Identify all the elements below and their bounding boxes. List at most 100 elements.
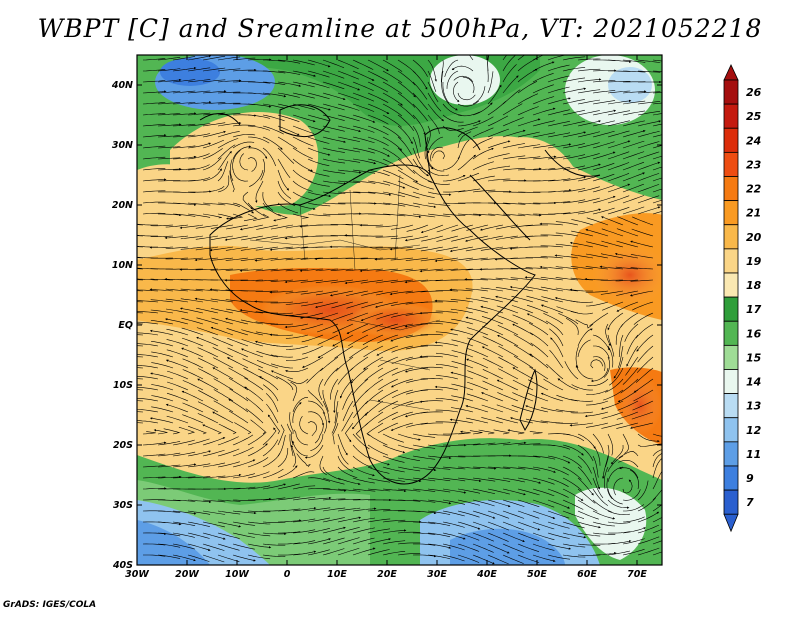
- streamline: [150, 309, 174, 314]
- streamline: [180, 288, 204, 292]
- streamline: [247, 543, 272, 549]
- streamline: [307, 400, 326, 414]
- streamline: [172, 451, 196, 457]
- streamline: [442, 156, 460, 171]
- streamline: [352, 191, 376, 194]
- streamline: [187, 133, 211, 138]
- streamline: [517, 443, 541, 446]
- streamline: [307, 81, 330, 89]
- streamline: [547, 64, 570, 72]
- streamline: [164, 235, 189, 240]
- streamline: [652, 70, 662, 72]
- streamline: [502, 554, 524, 564]
- streamline: [382, 180, 406, 189]
- streamline: [151, 384, 174, 391]
- streamline: [232, 168, 249, 182]
- streamline: [481, 392, 504, 402]
- streamline: [270, 235, 294, 240]
- streamline: [549, 349, 564, 369]
- streamline: [547, 543, 572, 550]
- streamline: [210, 235, 234, 240]
- colorbar-swatch: [723, 224, 739, 250]
- streamline: [137, 257, 144, 259]
- streamline: [472, 554, 495, 565]
- streamline: [270, 323, 294, 326]
- streamline: [570, 266, 594, 270]
- streamline: [197, 401, 219, 413]
- streamline: [150, 372, 174, 380]
- streamline: [652, 59, 662, 62]
- streamline: [307, 191, 332, 198]
- streamline: [420, 411, 444, 414]
- streamline: [577, 99, 601, 105]
- streamline: [547, 86, 570, 94]
- streamline: [528, 322, 549, 336]
- streamline: [434, 385, 459, 391]
- streamline: [607, 345, 614, 368]
- streamline: [165, 257, 189, 260]
- streamline: [292, 213, 309, 219]
- streamline: [613, 477, 624, 496]
- streamline: [450, 257, 474, 262]
- streamline: [487, 84, 502, 105]
- streamline: [412, 180, 434, 190]
- streamline: [397, 158, 416, 174]
- streamline: [255, 268, 279, 272]
- streamline: [466, 307, 489, 314]
- streamline: [247, 103, 272, 108]
- streamline: [213, 378, 234, 391]
- streamline: [397, 103, 416, 120]
- streamline: [211, 317, 234, 325]
- streamline: [150, 235, 174, 237]
- streamline: [337, 103, 360, 111]
- streamline: [142, 58, 166, 61]
- streamline: [365, 378, 384, 393]
- streamline: [337, 444, 349, 465]
- streamline: [142, 431, 156, 435]
- streamline: [487, 499, 511, 508]
- streamline: [202, 475, 226, 479]
- streamline: [232, 124, 256, 127]
- streamline: [502, 64, 517, 83]
- streamline: [487, 510, 510, 519]
- streamline: [601, 422, 624, 429]
- streamline: [512, 323, 534, 336]
- streamline: [543, 313, 564, 325]
- streamline: [153, 429, 168, 435]
- streamline: [502, 466, 526, 470]
- streamline: [212, 337, 234, 347]
- streamline: [457, 92, 476, 101]
- streamline: [277, 125, 300, 136]
- streamline: [525, 418, 549, 424]
- streamline: [242, 358, 264, 369]
- streamline: [472, 488, 495, 494]
- streamline: [150, 299, 174, 303]
- streamline: [262, 81, 286, 85]
- streamline: [652, 489, 662, 501]
- streamline: [263, 59, 286, 62]
- streamline: [210, 257, 234, 261]
- streamline: [413, 543, 436, 546]
- streamline: [607, 433, 614, 456]
- streamline: [457, 172, 480, 182]
- streamline: [540, 286, 564, 292]
- streamline: [277, 496, 301, 501]
- streamline: [258, 376, 279, 391]
- streamline: [532, 554, 556, 563]
- streamline: [332, 422, 339, 445]
- colorbar-swatch: [723, 296, 739, 322]
- streamline: [390, 279, 414, 283]
- streamline: [502, 477, 526, 483]
- streamline: [517, 55, 526, 61]
- streamline: [571, 384, 594, 391]
- streamline: [547, 554, 571, 560]
- streamline: [592, 151, 616, 160]
- streamline: [301, 323, 324, 331]
- streamline: [532, 521, 555, 530]
- streamline: [262, 497, 286, 501]
- streamline: [421, 235, 444, 242]
- streamline: [322, 537, 345, 545]
- streamline: [142, 453, 166, 457]
- streamline: [652, 517, 662, 523]
- streamline: [605, 378, 624, 393]
